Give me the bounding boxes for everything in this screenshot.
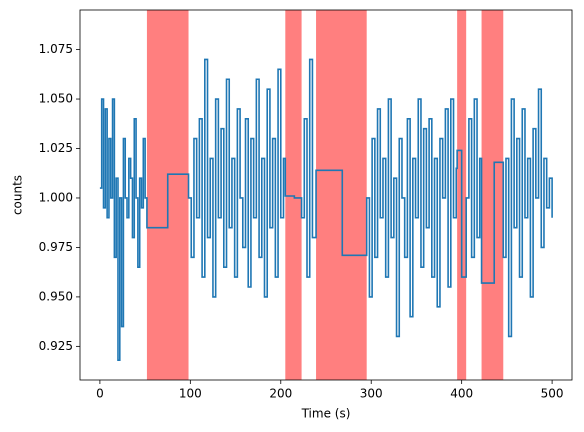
x-tick-label: 500 bbox=[541, 387, 564, 401]
y-tick-label: 0.950 bbox=[39, 289, 73, 303]
x-tick-label: 200 bbox=[269, 387, 292, 401]
x-tick-label: 400 bbox=[450, 387, 473, 401]
y-axis-label: counts bbox=[11, 175, 25, 215]
data-line bbox=[99, 58, 553, 362]
shaded-span bbox=[285, 10, 302, 380]
y-tick-label: 1.000 bbox=[39, 190, 73, 204]
y-tick-label: 0.975 bbox=[39, 240, 73, 254]
y-tick-label: 1.050 bbox=[39, 92, 73, 106]
y-tick-label: 1.075 bbox=[39, 42, 73, 56]
shaded-span bbox=[481, 10, 504, 380]
x-axis-label: Time (s) bbox=[301, 407, 351, 421]
x-tick-label: 0 bbox=[96, 387, 104, 401]
x-tick-label: 300 bbox=[360, 387, 383, 401]
shaded-span bbox=[316, 10, 367, 380]
y-tick-label: 0.925 bbox=[39, 339, 73, 353]
y-tick-label: 1.025 bbox=[39, 141, 73, 155]
x-tick-label: 100 bbox=[179, 387, 202, 401]
axes-frame bbox=[79, 9, 573, 381]
